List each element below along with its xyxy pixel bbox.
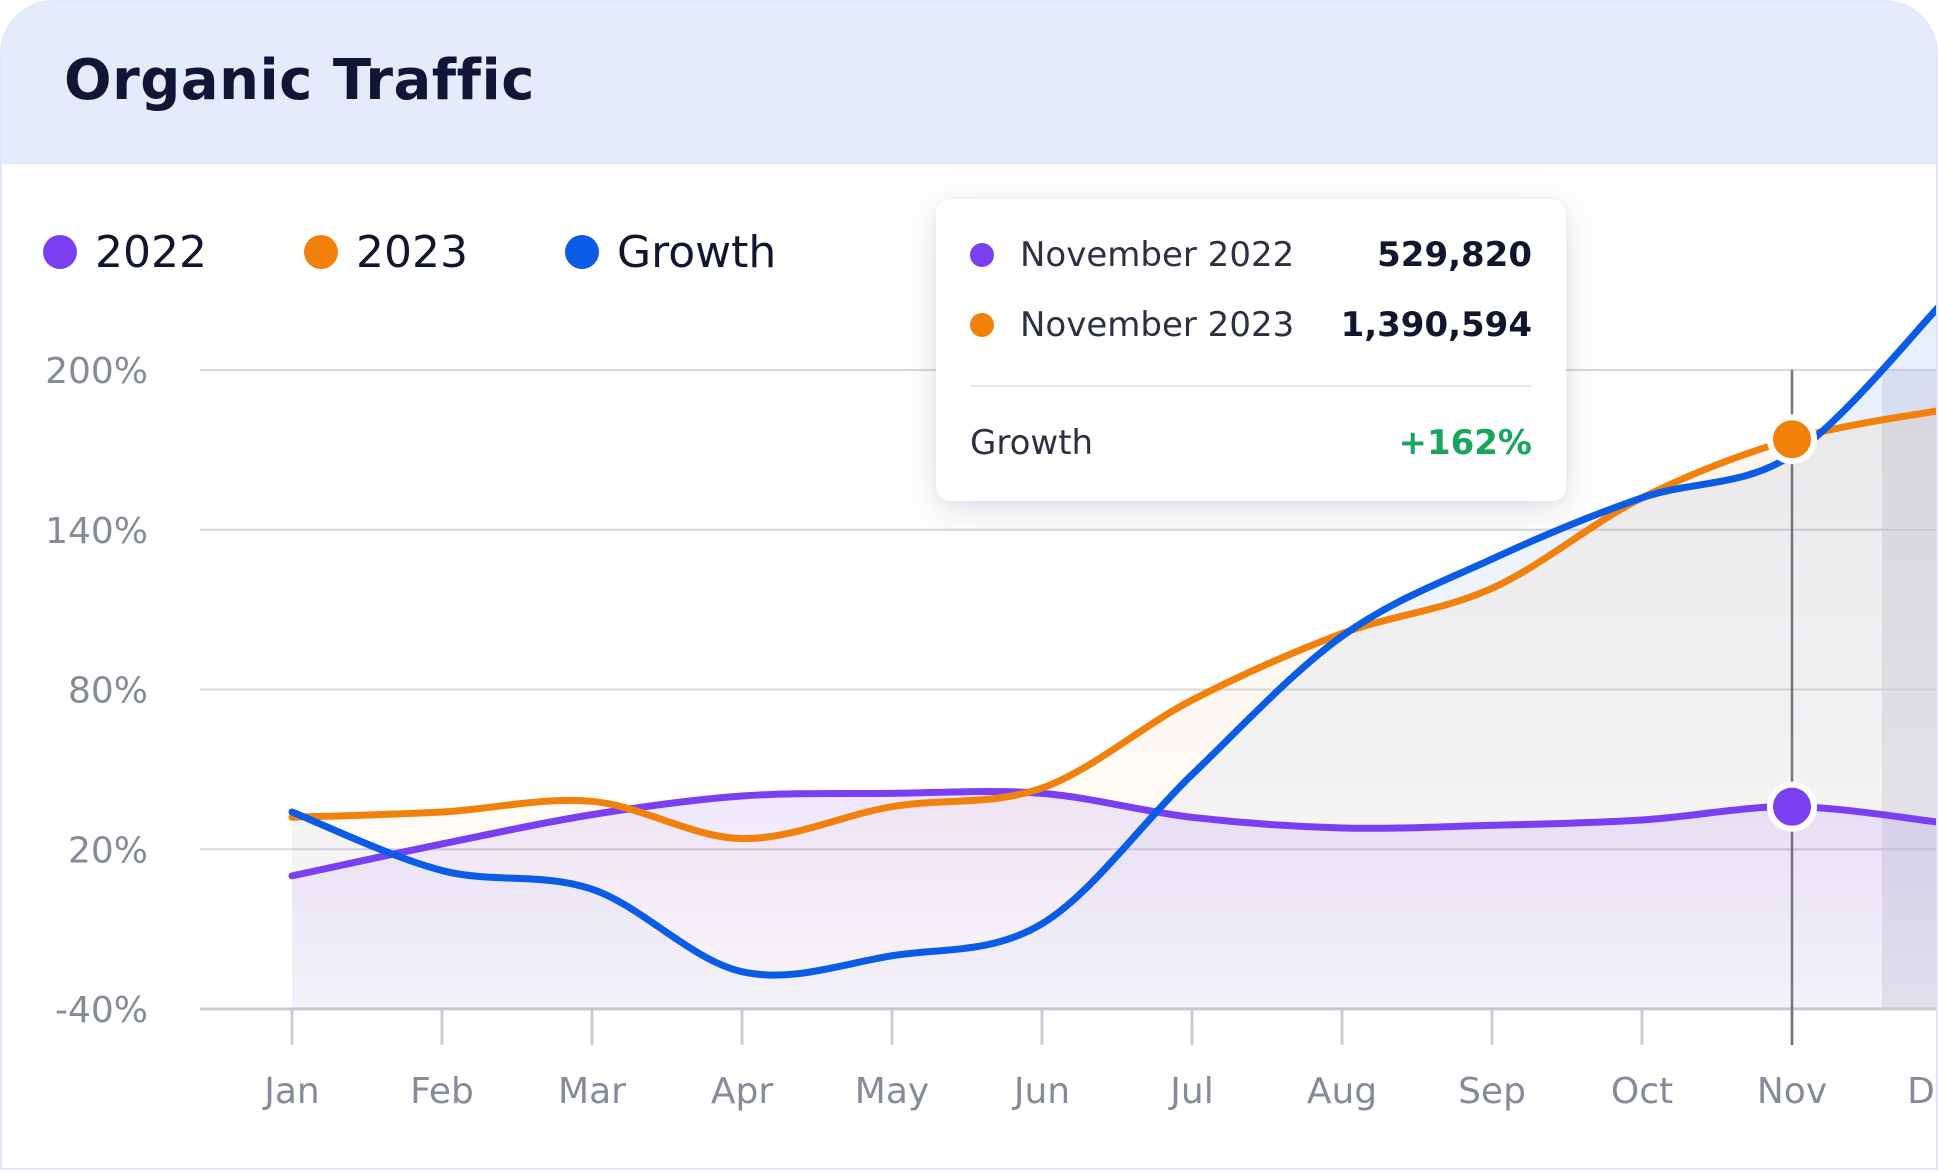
x-tick-label: Jan (262, 1071, 320, 1112)
series-2023-dot (970, 313, 994, 337)
legend-marker-growth (565, 235, 599, 269)
x-tick-label: Mar (558, 1071, 626, 1112)
x-tick-label: Nov (1757, 1071, 1827, 1112)
tooltip-growth-label: Growth (970, 423, 1094, 463)
legend-label-growth: Growth (617, 227, 776, 278)
x-tick-label: Jul (1168, 1071, 1213, 1112)
legend-label-2022: 2022 (95, 227, 207, 278)
x-tick-label: Jun (1012, 1071, 1070, 1112)
x-tick-label: Oct (1611, 1071, 1673, 1112)
card-header: Organic Traffic (2, 2, 1936, 164)
legend-marker-2022 (43, 235, 77, 269)
tooltip-label: November 2022 (1020, 235, 1295, 275)
legend-marker-2023 (304, 235, 338, 269)
x-axis: Jan Feb Mar Apr May Jun Jul Aug Sep Oct Nov Dec (262, 1009, 1938, 1112)
hover-point-2022 (1767, 781, 1817, 832)
y-axis: 200% 140% 80% 20% -40% (45, 351, 148, 1031)
tooltip-row-2023: November 2023 1,390,594 (970, 303, 1532, 347)
chart-tooltip: November 2022 529,820 November 2023 1,39… (936, 199, 1566, 501)
line-series-growth (288, 304, 1936, 979)
hover-indicator (1767, 370, 1817, 1045)
y-tick-label: 140% (45, 511, 148, 552)
tooltip-value: 1,390,594 (1340, 305, 1532, 345)
tooltip-divider (970, 385, 1532, 387)
tooltip-label: November 2023 (1020, 305, 1295, 345)
series-2022-dot (970, 243, 994, 267)
x-tick-label: Sep (1458, 1071, 1526, 1112)
x-tick-label: Apr (711, 1071, 773, 1112)
y-tick-label: -40% (55, 990, 148, 1031)
x-tick-label: Aug (1307, 1071, 1377, 1112)
tooltip-value: 529,820 (1377, 235, 1532, 275)
y-tick-label: 20% (68, 830, 148, 871)
series-lines (288, 304, 1936, 979)
x-tick-label: May (855, 1071, 929, 1112)
line-series-2022 (288, 787, 1936, 880)
card-title: Organic Traffic (64, 48, 535, 113)
y-tick-label: 80% (68, 671, 148, 712)
hover-point-2023 (1767, 414, 1817, 465)
x-tick-label: Dec (1907, 1071, 1938, 1112)
x-tick-label: Feb (410, 1071, 474, 1112)
tooltip-growth-value: +162% (1398, 423, 1532, 463)
legend-label-2023: 2023 (356, 227, 468, 278)
chart-legend: 2022 2023 Growth (43, 227, 776, 278)
tooltip-row-2022: November 2022 529,820 (970, 233, 1532, 277)
y-tick-label: 200% (45, 351, 148, 392)
